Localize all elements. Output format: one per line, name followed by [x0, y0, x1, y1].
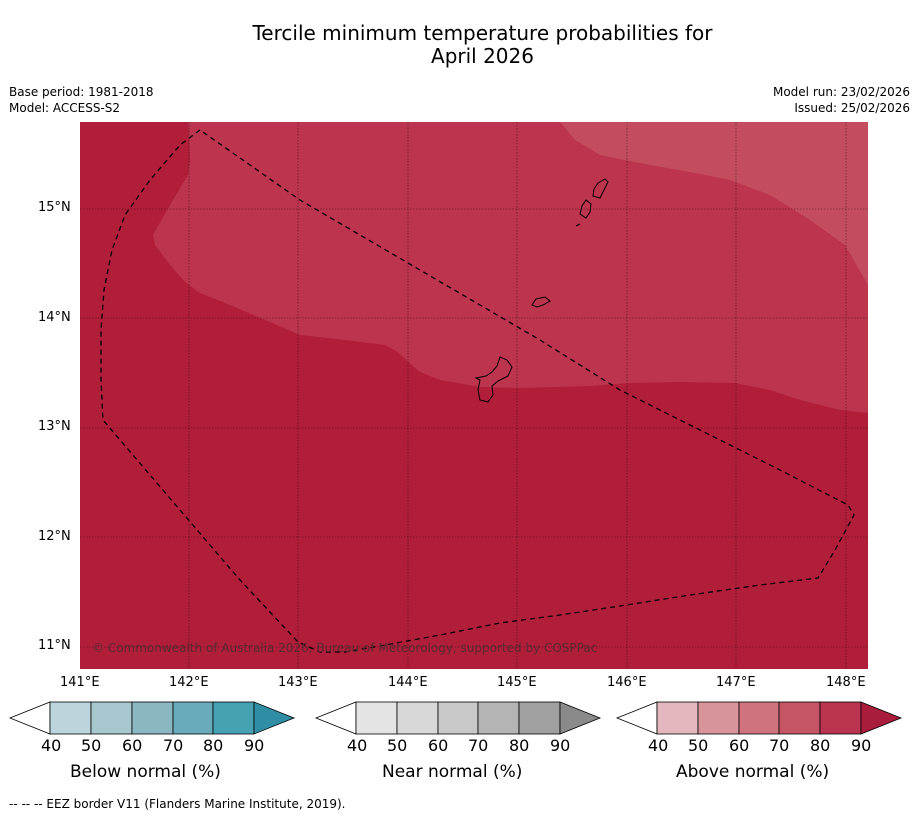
lon-label-146e: 146°E	[607, 675, 647, 690]
eez-footer: -- -- -- EEZ border V11 (Flanders Marine…	[9, 797, 346, 811]
island-rota	[531, 296, 551, 308]
zone-70-80	[560, 122, 868, 285]
cb-near-seg4	[477, 701, 520, 735]
cb-below-seg4	[172, 701, 214, 735]
lon-label-144e: 144°E	[388, 675, 428, 690]
cb-above-tick: 70	[769, 736, 790, 755]
graticule	[80, 122, 868, 669]
meta-right: Model run: 23/02/2026 Issued: 25/02/2026	[773, 84, 910, 116]
cb-above-tick: 50	[688, 736, 709, 755]
island-saipan	[592, 178, 609, 199]
lat-label-11n: 11°N	[38, 638, 71, 653]
cb-below-under	[8, 701, 51, 735]
colorbar-above-label: Above normal (%)	[676, 762, 830, 782]
cb-above-under	[615, 701, 658, 735]
cb-near-tick: 70	[468, 736, 489, 755]
cb-below-over	[253, 701, 296, 735]
cb-below-tick: 60	[122, 736, 143, 755]
island-guam	[474, 356, 513, 403]
cb-near-under	[314, 701, 357, 735]
colorbar-near	[314, 701, 602, 735]
cb-near-over	[559, 701, 602, 735]
model-name: Model: ACCESS-S2	[9, 101, 121, 115]
cb-below-seg3	[131, 701, 174, 735]
cb-below-tick: 70	[163, 736, 184, 755]
copyright-text: © Commonwealth of Australia 2026, Bureau…	[92, 641, 598, 655]
islands	[474, 178, 609, 403]
cb-below-tick: 80	[203, 736, 224, 755]
base-period: Base period: 1981-2018	[9, 85, 154, 99]
cb-near-seg5	[518, 701, 561, 735]
cb-above-tick: 60	[729, 736, 750, 755]
cb-above-seg2	[697, 701, 740, 735]
cb-near-tick: 50	[387, 736, 408, 755]
colorbar-above	[615, 701, 903, 735]
lon-label-141e: 141°E	[60, 675, 100, 690]
zone-90-northwest	[80, 122, 188, 175]
lat-label-15n: 15°N	[38, 200, 71, 215]
cb-below-seg5	[212, 701, 255, 735]
title-line-2: April 2026	[431, 44, 534, 68]
cb-above-tick: 80	[810, 736, 831, 755]
zone-80-90	[153, 122, 868, 413]
cb-below-tick: 50	[81, 736, 102, 755]
cb-above-tick: 40	[648, 736, 669, 755]
lat-label-14n: 14°N	[38, 310, 71, 325]
meta-left: Base period: 1981-2018 Model: ACCESS-S2	[9, 84, 154, 116]
model-run: Model run: 23/02/2026	[772, 85, 910, 99]
eez-border	[100, 129, 855, 653]
lon-label-145e: 145°E	[497, 675, 537, 690]
cb-below-tick: 90	[244, 736, 265, 755]
title-line-1: Tercile minimum temperature probabilitie…	[252, 21, 713, 45]
lon-label-142e: 142°E	[169, 675, 209, 690]
map-title: Tercile minimum temperature probabilitie…	[0, 22, 919, 68]
cb-below-seg1	[49, 701, 92, 735]
cb-near-tick: 80	[509, 736, 530, 755]
lat-label-13n: 13°N	[38, 419, 71, 434]
lon-label-143e: 143°E	[278, 675, 318, 690]
colorbar-below-label: Below normal (%)	[70, 762, 221, 782]
issued-date: Issued: 25/02/2026	[794, 101, 910, 115]
cb-above-seg4	[778, 701, 821, 735]
cb-above-over	[860, 701, 903, 735]
colorbar-near-label: Near normal (%)	[382, 762, 523, 782]
cb-near-seg3	[437, 701, 479, 735]
cb-below-tick: 40	[41, 736, 62, 755]
cb-above-seg1	[656, 701, 699, 735]
cb-near-tick: 40	[347, 736, 368, 755]
cb-near-seg1	[355, 701, 398, 735]
cb-above-tick: 90	[851, 736, 872, 755]
cb-above-seg5	[819, 701, 862, 735]
lon-label-147e: 147°E	[716, 675, 756, 690]
cb-near-tick: 60	[428, 736, 449, 755]
colorbar-below	[8, 701, 296, 735]
cb-below-seg2	[90, 701, 133, 735]
cb-above-seg3	[738, 701, 780, 735]
lon-label-148e: 148°E	[826, 675, 866, 690]
cb-near-tick: 90	[550, 736, 571, 755]
island-small	[575, 223, 581, 227]
lat-label-12n: 12°N	[38, 529, 71, 544]
island-tinian	[579, 199, 592, 219]
cb-near-seg2	[396, 701, 439, 735]
